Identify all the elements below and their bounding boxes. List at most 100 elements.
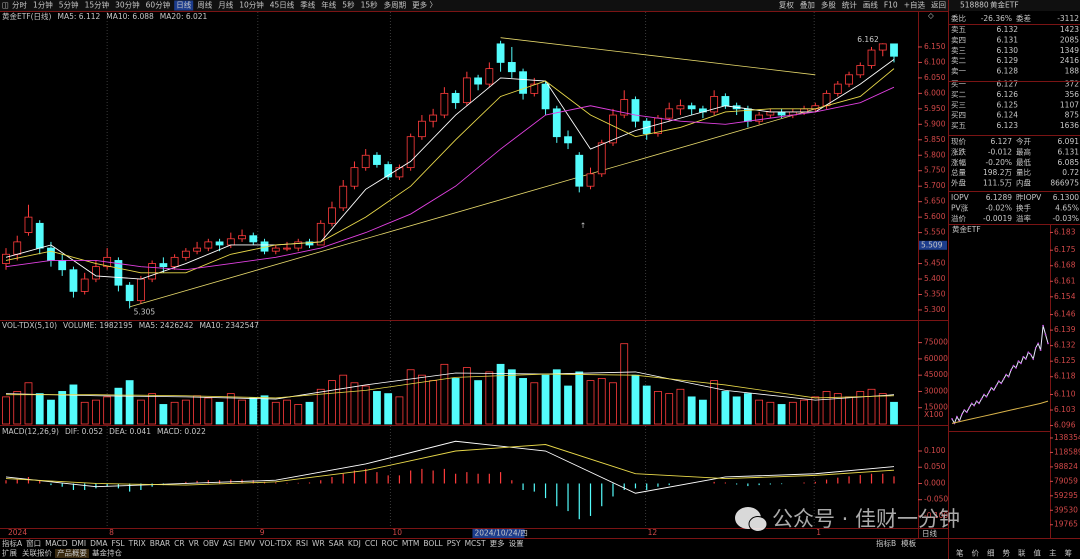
- template-tab[interactable]: 指标B: [876, 538, 896, 548]
- indicator-tab[interactable]: BOLL: [423, 539, 443, 548]
- indicator-tab[interactable]: OBV: [203, 539, 220, 548]
- toolbar-item[interactable]: 15秒: [361, 0, 379, 10]
- indicator-tab[interactable]: TRIX: [128, 539, 146, 548]
- volume-bar: [35, 393, 44, 425]
- book-price: 6.129: [997, 56, 1019, 65]
- toolbar-item[interactable]: 多周期: [384, 0, 407, 10]
- volume-bar: [271, 401, 280, 425]
- toolbar-item[interactable]: 1分钟: [33, 0, 53, 10]
- toolbar-item[interactable]: 日线: [176, 0, 191, 10]
- macd-line: [5, 440, 895, 494]
- info-tab[interactable]: 关联报价: [22, 548, 52, 558]
- toolbar-item[interactable]: 画线: [863, 0, 878, 10]
- indicator-tab[interactable]: PSY: [447, 539, 461, 548]
- panel-legend: MA10: 6.088: [106, 12, 154, 21]
- y-tick-label: 6.154: [1054, 292, 1076, 301]
- info-tab[interactable]: 基金持仓: [92, 548, 122, 558]
- toolbar-item[interactable]: 60分钟: [146, 0, 171, 10]
- intraday-point: [1017, 360, 1020, 363]
- volume-bar: [642, 385, 651, 425]
- toolbar-item[interactable]: 周线: [197, 0, 212, 10]
- candle-body: [496, 43, 505, 63]
- volume-bar: [125, 380, 134, 425]
- indicator-tab[interactable]: DMA: [90, 539, 108, 548]
- indicator-tab[interactable]: BRAR: [150, 539, 170, 548]
- indicator-tab[interactable]: 指标A: [2, 538, 23, 548]
- book-label: 卖一: [951, 67, 966, 76]
- indicator-tab[interactable]: ROC: [382, 539, 398, 548]
- volume-bar: [2, 396, 10, 425]
- indicator-tab[interactable]: FSL: [111, 539, 125, 548]
- intraday-point: [990, 386, 993, 389]
- indicator-tab[interactable]: RSI: [296, 539, 308, 548]
- indicator-tab[interactable]: VR: [189, 539, 199, 548]
- indicator-tab[interactable]: SAR: [329, 539, 344, 548]
- quote-value: 6.1300: [1053, 193, 1079, 202]
- toolbar-selected: [174, 0, 194, 11]
- y-tick-label: 6.175: [1054, 245, 1076, 254]
- intraday-point: [1010, 369, 1012, 371]
- panel-legend: VOLUME: 1982195: [63, 321, 133, 330]
- toolbar-item[interactable]: 月线: [218, 0, 233, 10]
- toolbar-item[interactable]: 45日线: [270, 0, 295, 10]
- template-tab[interactable]: 模板: [901, 538, 916, 548]
- toolbar-item[interactable]: 5秒: [342, 0, 355, 10]
- toolbar-item[interactable]: 15分钟: [85, 0, 110, 10]
- side-tab[interactable]: 筹: [1065, 548, 1073, 558]
- toolbar-item[interactable]: 复权: [779, 0, 794, 10]
- side-tab[interactable]: 笔: [956, 548, 964, 558]
- toolbar-item[interactable]: F10: [884, 1, 898, 10]
- side-tab[interactable]: 值: [1034, 548, 1042, 558]
- indicator-tab[interactable]: MACD: [45, 539, 68, 548]
- y-tick-label: 98824: [1054, 462, 1078, 471]
- quote-label: 今开: [1016, 136, 1032, 146]
- indicator-tab[interactable]: CCI: [365, 539, 378, 548]
- candle-body: [350, 167, 359, 187]
- info-tab[interactable]: 扩展: [2, 548, 17, 558]
- indicator-tab[interactable]: MCST: [465, 539, 486, 548]
- volume-bar: [530, 382, 539, 425]
- y-tick-label: 6.150: [924, 42, 946, 51]
- book-label: 卖五: [951, 25, 966, 34]
- indicator-tab[interactable]: EMV: [239, 539, 256, 548]
- candle-body: [856, 65, 865, 76]
- toolbar-item[interactable]: 30分钟: [115, 0, 140, 10]
- toolbar-item[interactable]: 多股: [821, 0, 836, 10]
- volume-bar: [283, 399, 291, 425]
- indicator-tab[interactable]: MTM: [402, 539, 420, 548]
- indicator-tab[interactable]: KDJ: [348, 539, 361, 548]
- indicator-tab[interactable]: ASI: [223, 539, 235, 548]
- indicator-tab[interactable]: WR: [312, 539, 325, 548]
- volume-bar: [676, 388, 685, 425]
- toolbar-item[interactable]: 10分钟: [239, 0, 264, 10]
- toolbar-item[interactable]: 年线: [321, 0, 336, 10]
- indicator-tab[interactable]: DMI: [72, 539, 86, 548]
- indicator-tab[interactable]: VOL-TDX: [259, 539, 291, 548]
- quote-value: 0.72: [1062, 168, 1079, 177]
- toolbar-item[interactable]: 更多 〉: [412, 0, 437, 10]
- toolbar-item[interactable]: 叠加: [800, 0, 815, 10]
- side-tab[interactable]: 细: [987, 548, 995, 558]
- indicator-tab[interactable]: 设置: [509, 538, 524, 548]
- info-tab[interactable]: 产品概要: [57, 548, 87, 558]
- cursor-date: 2024/10/24/四: [474, 529, 527, 538]
- toolbar-item[interactable]: 季线: [300, 0, 315, 10]
- toolbar-item[interactable]: 统计: [842, 0, 857, 10]
- indicator-tab[interactable]: 更多: [490, 538, 505, 548]
- toolbar-item[interactable]: 5分钟: [59, 0, 79, 10]
- toolbar-item[interactable]: 返回: [931, 1, 946, 10]
- side-tab[interactable]: 主: [1049, 548, 1057, 558]
- quote-label: 量比: [1016, 167, 1032, 177]
- candle-body: [339, 185, 348, 209]
- indicator-tab[interactable]: 窗口: [26, 538, 41, 548]
- side-tab[interactable]: 联: [1018, 549, 1026, 558]
- side-tab[interactable]: 价: [972, 549, 980, 558]
- toolbar-item[interactable]: 分时: [12, 0, 27, 10]
- side-tab[interactable]: 势: [1003, 548, 1011, 558]
- volume-bar: [384, 393, 393, 425]
- candle-body: [238, 235, 246, 240]
- toolbar-item[interactable]: +自选: [904, 0, 926, 10]
- book-label: 买五: [951, 121, 966, 130]
- y-tick-label: 59295: [1054, 491, 1078, 500]
- indicator-tab[interactable]: CR: [174, 539, 184, 548]
